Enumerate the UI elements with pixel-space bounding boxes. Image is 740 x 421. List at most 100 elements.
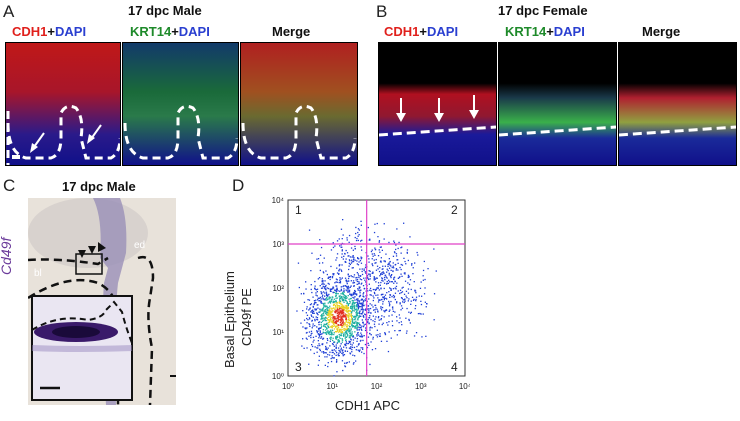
scatter-point — [333, 307, 335, 309]
scatter-point — [365, 281, 367, 283]
scatter-point — [357, 322, 359, 324]
scatter-point — [349, 352, 351, 354]
scatter-point — [326, 305, 328, 307]
scatter-point — [348, 265, 350, 267]
scatter-point — [360, 334, 363, 336]
scatter-point — [383, 260, 385, 262]
scatter-point — [409, 279, 412, 281]
scatter-point — [336, 281, 338, 283]
scatter-point — [415, 305, 417, 307]
scatter-point — [344, 334, 347, 336]
scatter-point — [310, 270, 312, 272]
scatter-point — [341, 326, 343, 328]
scatter-point — [342, 299, 344, 302]
scatter-point — [347, 316, 349, 319]
scatter-point — [358, 350, 360, 352]
scatter-point — [392, 310, 394, 312]
scatter-point — [364, 299, 366, 302]
scatter-point — [364, 323, 366, 325]
panel-a-stain-2: KRT14+DAPI — [130, 24, 210, 39]
scatter-point — [352, 296, 354, 299]
scatter-point — [337, 293, 339, 295]
scatter-point — [324, 310, 327, 312]
scatter-point — [346, 342, 348, 345]
scatter-point — [320, 318, 322, 320]
scatter-point — [351, 324, 353, 326]
scatter-point — [344, 285, 346, 287]
scatter-point — [335, 306, 337, 309]
scatter-point — [321, 343, 324, 346]
scatter-point — [355, 349, 357, 351]
scatter-point — [337, 339, 339, 341]
scatter-point — [330, 314, 332, 316]
scatter-point — [350, 285, 352, 287]
scatter-point — [372, 288, 374, 291]
scatter-point — [362, 304, 364, 307]
scatter-point — [341, 330, 343, 333]
scatter-point — [336, 312, 338, 315]
scatter-point — [344, 337, 346, 339]
scatter-point — [390, 289, 392, 291]
scatter-point — [369, 312, 372, 314]
quadrant-label-1: 1 — [295, 203, 302, 217]
scatter-point — [320, 300, 322, 302]
scatter-point — [378, 299, 380, 301]
scatter-point — [368, 270, 370, 272]
scatter-point — [348, 322, 350, 324]
scatter-point — [343, 316, 345, 318]
scatter-point — [326, 296, 328, 299]
scatter-point — [340, 317, 342, 319]
scatter-point — [374, 318, 376, 320]
scatter-point — [322, 291, 325, 293]
scatter-point — [354, 289, 356, 292]
scatter-point — [384, 332, 386, 335]
scatter-point — [379, 261, 382, 263]
scatter-point — [351, 351, 353, 353]
scatter-point — [360, 328, 362, 330]
scatter-point — [305, 281, 307, 283]
scatter-point — [359, 286, 361, 288]
scatter-point — [362, 315, 364, 317]
scatter-point — [391, 325, 394, 327]
scatter-point — [342, 328, 344, 331]
scatter-point — [345, 285, 347, 287]
scatter-point — [377, 317, 380, 319]
scatter-point — [341, 325, 343, 327]
scatter-point — [381, 249, 383, 251]
y-tick-label: 10⁰ — [272, 372, 284, 381]
scatter-point — [327, 332, 329, 334]
scatter-point — [382, 322, 384, 324]
scatter-point — [377, 301, 380, 303]
scatter-point — [401, 264, 404, 266]
scatter-point — [353, 291, 355, 294]
scatter-point — [355, 325, 357, 327]
scatter-point — [408, 318, 410, 321]
scatter-point — [348, 241, 350, 243]
scatter-point — [361, 268, 363, 270]
scatter-point — [331, 332, 333, 334]
scatter-point — [423, 293, 426, 295]
scatter-point — [411, 264, 413, 266]
scatter-point — [356, 311, 358, 313]
scatter-point — [358, 300, 361, 302]
scatter-point — [327, 294, 329, 297]
scatter-point — [326, 331, 329, 333]
scatter-point — [340, 332, 342, 334]
scatter-point — [321, 302, 323, 304]
scatter-point — [350, 280, 352, 282]
scatter-point — [407, 259, 409, 262]
scatter-point — [316, 351, 318, 353]
scatter-point — [344, 313, 346, 315]
scatter-point — [336, 371, 338, 373]
scatter-point — [388, 258, 390, 260]
scatter-point — [321, 292, 323, 294]
scatter-point — [319, 308, 321, 310]
scatter-point — [341, 277, 343, 279]
scatter-point — [311, 319, 313, 322]
scatter-point — [340, 324, 342, 326]
scatter-point — [350, 318, 352, 320]
scatter-point — [318, 277, 321, 279]
scatter-point — [361, 325, 363, 327]
scatter-point — [340, 334, 343, 337]
